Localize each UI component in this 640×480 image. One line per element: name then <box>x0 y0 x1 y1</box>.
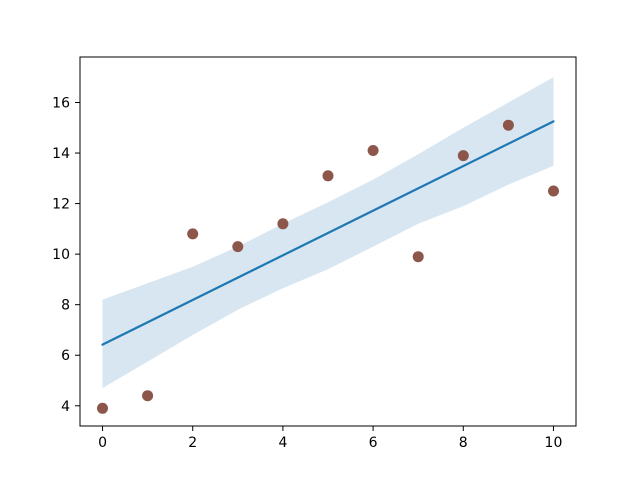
scatter-point <box>412 251 424 263</box>
y-axis-tick-label: 16 <box>52 95 70 111</box>
y-axis-tick-label: 10 <box>52 247 70 263</box>
x-axis-tick-label: 6 <box>369 435 378 451</box>
scatter-point <box>502 119 514 131</box>
scatter-point <box>97 402 108 414</box>
x-axis-tick-label: 4 <box>278 435 287 451</box>
axes-frame <box>79 56 577 427</box>
regression-line <box>101 120 555 346</box>
x-axis-tick-label: 0 <box>98 435 107 451</box>
scatter-point <box>277 218 289 230</box>
scatter-point <box>367 145 379 156</box>
y-axis-tick-label: 12 <box>52 197 70 213</box>
scatter-point <box>232 241 244 253</box>
y-axis-tick-label: 8 <box>61 298 70 314</box>
y-axis-tick-label: 14 <box>52 146 70 162</box>
y-axis-tick-label: 6 <box>61 348 70 364</box>
scatter-point <box>187 228 199 240</box>
x-axis-tick-label: 8 <box>459 435 468 451</box>
scatter-point <box>548 185 559 197</box>
x-axis-tick-label: 10 <box>545 435 563 451</box>
x-axis-tick-label: 2 <box>188 435 197 451</box>
scatter-point <box>322 170 334 182</box>
scatter-point <box>457 150 469 162</box>
y-axis-tick-label: 4 <box>61 399 70 415</box>
scatter-point <box>142 390 154 402</box>
